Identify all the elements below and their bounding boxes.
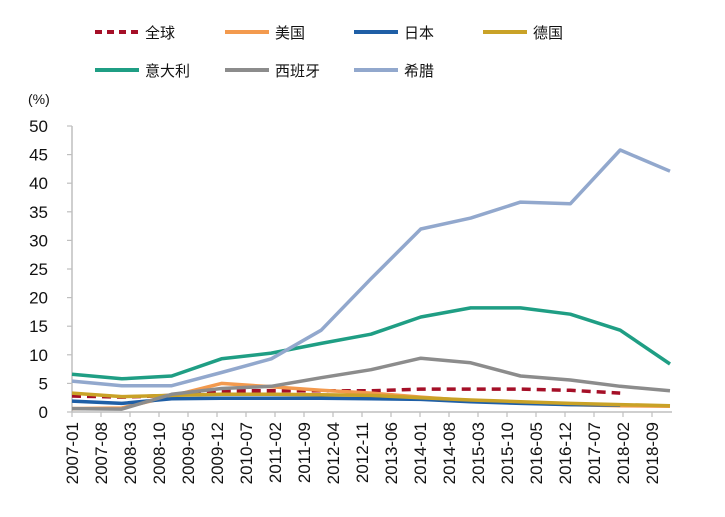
- legend-item: 日本: [354, 24, 434, 42]
- x-axis: 2007-01 2007-08 2008-03 2008-10 2009-05 2009-…: [63, 411, 672, 484]
- legend-label: 美国: [275, 24, 305, 42]
- series-group: [71, 148, 671, 411]
- series-line-4: [71, 306, 671, 381]
- legend-label: 德国: [533, 24, 563, 42]
- x-tick-label: 2015-10: [498, 422, 517, 484]
- x-tick-label: 2017-07: [585, 422, 604, 484]
- legend-item: 全球: [95, 24, 175, 42]
- x-tick-label: 2012-11: [353, 422, 372, 483]
- legend-item: 美国: [225, 24, 305, 42]
- x-tick-label: 2012-04: [324, 422, 343, 484]
- x-tick-label: 2007-08: [92, 422, 111, 484]
- legend-item: 意大利: [95, 62, 190, 80]
- y-tick-label: 45: [29, 146, 48, 165]
- y-tick-label: 20: [29, 289, 48, 308]
- x-tick-label: 2013-06: [382, 422, 401, 484]
- y-tick-label: 10: [29, 346, 48, 365]
- y-axis-unit-label: (%): [28, 91, 50, 107]
- y-tick-label: 35: [29, 203, 48, 222]
- x-tick-label: 2009-05: [179, 422, 198, 484]
- x-tick-label: 2009-12: [208, 422, 227, 484]
- legend-label: 日本: [404, 24, 434, 42]
- legend-item: 希腊: [354, 62, 434, 80]
- x-tick-label: 2007-01: [63, 422, 82, 484]
- legend-label: 希腊: [404, 62, 434, 80]
- x-tick-label: 2011-02: [266, 422, 285, 483]
- series-line-5: [71, 356, 671, 411]
- series-line-6: [71, 148, 671, 388]
- x-tick-label: 2008-03: [121, 422, 140, 484]
- y-tick-label: 15: [29, 317, 48, 336]
- x-tick-label: 2010-07: [237, 422, 256, 484]
- x-tick-label: 2016-12: [556, 422, 575, 484]
- y-tick-label: 0: [39, 403, 48, 422]
- y-tick-label: 25: [29, 260, 48, 279]
- legend-label: 意大利: [145, 62, 190, 80]
- legend-label: 西班牙: [275, 62, 320, 80]
- y-tick-label: 30: [29, 231, 48, 250]
- x-tick-label: 2008-10: [150, 422, 169, 484]
- x-tick-label: 2015-03: [469, 422, 488, 484]
- y-tick-label: 50: [29, 117, 48, 136]
- y-axis: 0 5 10 15 20 25 30 35 40 45 50: [29, 117, 73, 422]
- x-tick-label: 2018-09: [643, 422, 662, 484]
- x-tick-label: 2011-09: [295, 422, 314, 483]
- legend-item: 德国: [483, 24, 563, 42]
- y-tick-label: 40: [29, 174, 48, 193]
- x-tick-label: 2014-01: [411, 422, 430, 484]
- x-tick-label: 2016-05: [527, 422, 546, 484]
- x-tick-label: 2014-08: [440, 422, 459, 484]
- legend-label: 全球: [145, 24, 175, 42]
- y-tick-label: 5: [39, 374, 48, 393]
- legend-item: 西班牙: [225, 62, 320, 80]
- x-tick-label: 2018-02: [614, 422, 633, 484]
